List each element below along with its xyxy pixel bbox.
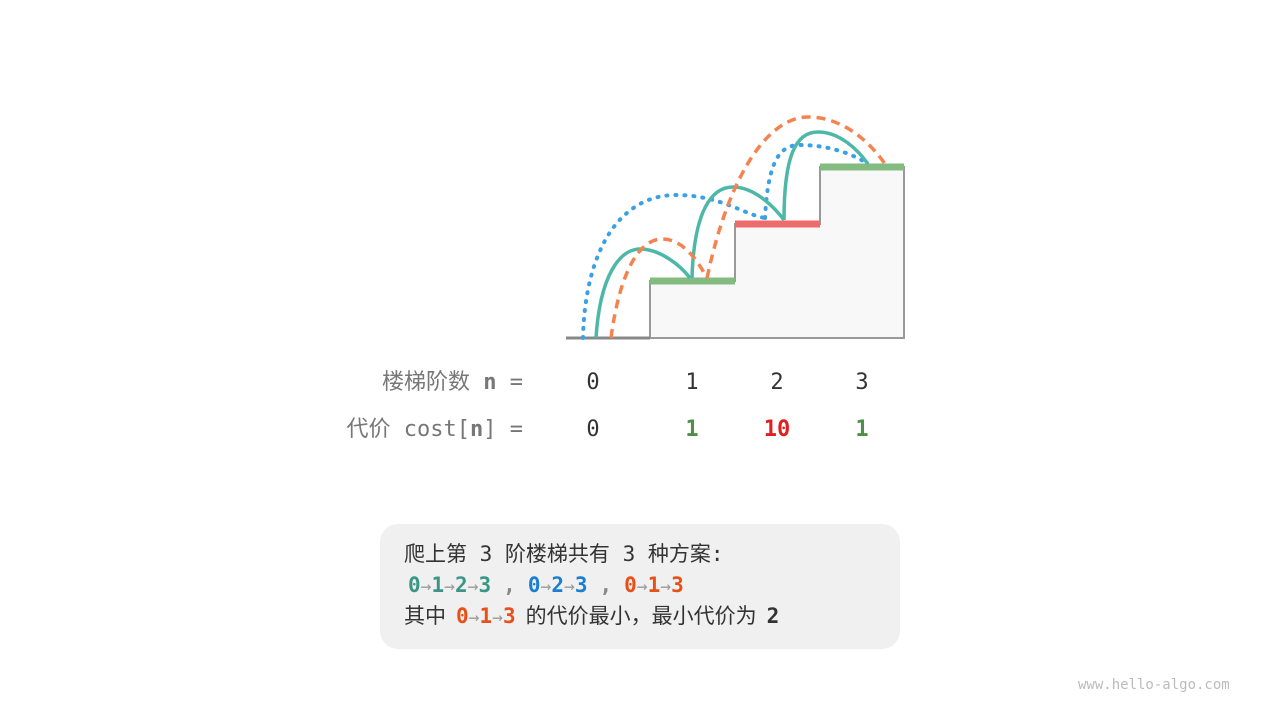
cost-eq: ] = [483, 417, 523, 442]
step-value: 2 [770, 370, 784, 395]
staircase-body [649, 166, 905, 339]
step-value: 0 [586, 370, 600, 395]
step-value: 3 [855, 370, 869, 395]
watermark: www.hello-algo.com [1078, 677, 1230, 693]
cost-value: 10 [763, 417, 791, 442]
path-1: 0→1→2→3 [408, 573, 492, 597]
summary-line-1: 爬上第 3 阶楼梯共有 3 种方案: [404, 542, 724, 566]
cost-value: 0 [586, 417, 600, 442]
steps-label-text: 楼梯阶数 [381, 370, 470, 395]
path-2: 0→2→3 [527, 573, 588, 597]
separator: , [599, 573, 613, 597]
separator: , [503, 573, 516, 597]
jump-teal-1-2 [690, 185, 786, 279]
jump-blue-0-2 [581, 192, 767, 340]
steps-label: 楼梯阶数 n = [382, 369, 523, 397]
line3-suffix: 的代价最小，最小代价为 [525, 604, 757, 628]
steps-eq: = [509, 370, 523, 395]
cost-value: 1 [685, 417, 699, 442]
steps-var: n [483, 370, 497, 395]
cost-value: 1 [855, 417, 869, 442]
jump-orange-0-1 [609, 237, 709, 339]
path-3: 0→1→3 [624, 573, 684, 597]
min-cost: 2 [766, 604, 780, 628]
min-path: 0→1→3 [456, 604, 516, 628]
step-value: 1 [685, 370, 699, 395]
line3-prefix: 其中 [404, 604, 446, 628]
jump-orange-1-3 [705, 115, 887, 279]
summary-box: 爬上第 3 阶楼梯共有 3 种方案: 0→1→2→3, 0→2→3, 0→1→3 其… [380, 524, 900, 649]
jump-teal-0-1 [594, 247, 692, 339]
jump-teal-2-3 [782, 130, 870, 221]
jump-blue-2-3 [763, 142, 870, 220]
cost-var: n [470, 417, 484, 442]
cost-label: 代价 cost[n] = [347, 416, 523, 444]
cost-label-text: 代价 cost[ [346, 417, 470, 442]
summary-paths: 0→1→2→3, 0→2→3, 0→1→3 [404, 570, 900, 601]
summary-line-3: 其中 0→1→3 的代价最小，最小代价为 2 [404, 601, 900, 632]
